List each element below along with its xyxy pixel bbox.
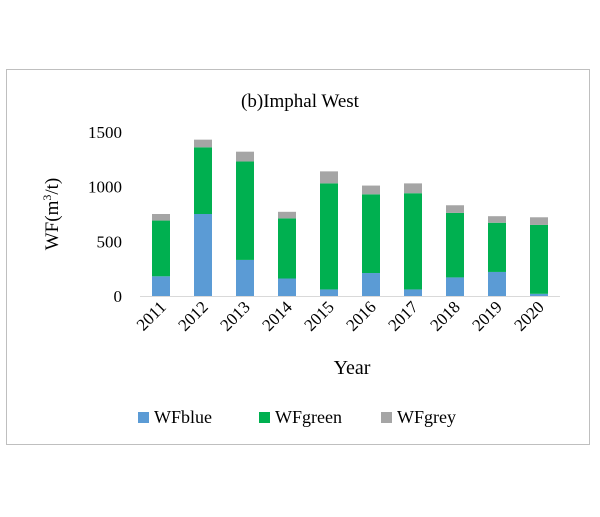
x-tick-label-2018: 2018: [426, 297, 463, 334]
x-tick-labels: 2011 2012 2013 2014 2015 2016 2017 2018 2019 2020: [133, 297, 548, 335]
bar-wfgrey-2013: [236, 151, 254, 162]
x-tick-label-2016: 2016: [342, 297, 379, 334]
bar-wfgrey-2015: [320, 171, 338, 184]
bar-wfblue-2014: [278, 278, 296, 296]
bar-wfblue-2013: [236, 259, 254, 296]
bar-wfgrey-2020: [530, 217, 548, 225]
bar-wfgrey-2017: [404, 183, 422, 194]
bar-wfblue-2015: [320, 289, 338, 296]
y-axis-label-main: WF(m: [42, 200, 63, 250]
y-tick-labels: 0 500 1000 1500: [88, 123, 122, 306]
bar-wfgreen-2014: [278, 218, 296, 279]
legend-swatch-wfblue: [138, 412, 149, 423]
bar-wfblue-2017: [404, 289, 422, 296]
bar-wfgrey-2012: [194, 139, 212, 148]
bar-wfgrey-2019: [488, 216, 506, 223]
bar-wfgreen-2020: [530, 224, 548, 294]
bar-wfgreen-2017: [404, 193, 422, 290]
bar-wfblue-2011: [152, 276, 170, 296]
x-axis-label: Year: [334, 357, 371, 379]
bar-wfgreen-2019: [488, 222, 506, 272]
bar-wfgreen-2015: [320, 183, 338, 290]
bar-wfgreen-2013: [236, 161, 254, 260]
bar-wfblue-2018: [446, 277, 464, 296]
y-tick-label-1500: 1500: [88, 123, 122, 142]
legend-swatch-wfgrey: [381, 412, 392, 423]
x-tick-label-2017: 2017: [384, 297, 422, 335]
bar-wfgrey-2016: [362, 185, 380, 195]
bar-wfblue-2019: [488, 271, 506, 296]
legend-label-wfblue: WFblue: [154, 407, 212, 427]
legend: WFblue WFgreen WFgrey: [138, 407, 456, 427]
bar-wfblue-2012: [194, 214, 212, 296]
y-tick-label-500: 500: [97, 232, 123, 251]
legend-label-wfgrey: WFgrey: [397, 407, 456, 427]
bar-wfgreen-2011: [152, 220, 170, 277]
y-axis-label-sup: 3: [40, 195, 54, 201]
bar-wfgrey-2011: [152, 214, 170, 221]
legend-label-wfgreen: WFgreen: [275, 407, 342, 427]
x-tick-label-2012: 2012: [174, 297, 211, 334]
y-tick-label-0: 0: [114, 287, 123, 306]
bar-wfblue-2016: [362, 273, 380, 296]
legend-swatch-wfgreen: [259, 412, 270, 423]
bar-wfgrey-2018: [446, 205, 464, 213]
bar-wfgrey-2014: [278, 211, 296, 219]
y-tick-label-1000: 1000: [88, 178, 122, 197]
bar-wfblue-2020: [530, 293, 548, 296]
bars: [152, 139, 548, 296]
bar-wfgreen-2012: [194, 147, 212, 214]
x-tick-label-2019: 2019: [468, 297, 505, 334]
x-tick-label-2014: 2014: [258, 297, 296, 335]
x-tick-label-2011: 2011: [133, 297, 170, 334]
x-tick-label-2015: 2015: [300, 297, 337, 334]
y-axis-label: WF(m3/t): [40, 178, 63, 251]
chart-title: (b)Imphal West: [241, 91, 360, 112]
bar-wfgreen-2016: [362, 194, 380, 274]
x-tick-label-2013: 2013: [216, 297, 253, 334]
bar-wfgreen-2018: [446, 212, 464, 278]
x-tick-label-2020: 2020: [510, 297, 547, 334]
y-axis-label-tail: /t): [42, 178, 63, 195]
